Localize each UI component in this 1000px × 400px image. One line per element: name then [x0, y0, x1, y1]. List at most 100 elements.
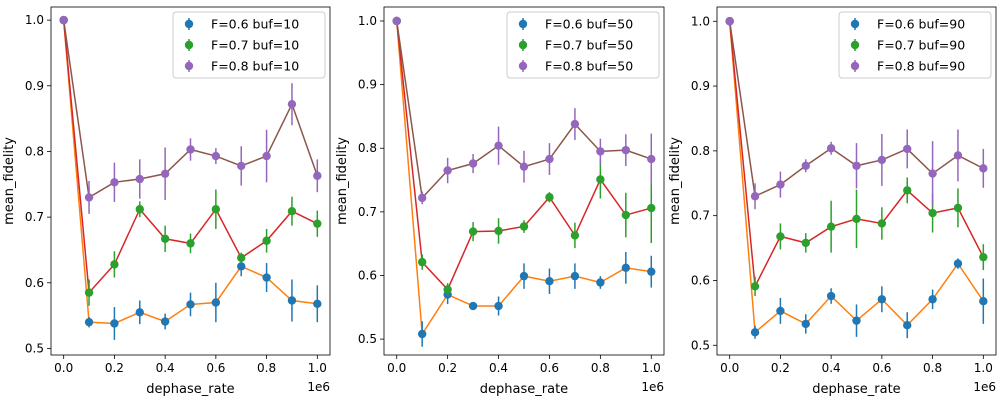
x-tick-label: 0.4: [156, 361, 175, 375]
data-point: [903, 186, 912, 195]
data-point: [953, 203, 963, 213]
data-point: [84, 317, 94, 327]
x-tick-label: 0.0: [387, 361, 406, 375]
series-1-points: [59, 15, 322, 340]
data-point: [801, 238, 810, 248]
data-point: [647, 154, 656, 164]
x-tick-label: 0.6: [206, 361, 225, 375]
legend-marker: [518, 40, 528, 50]
plot-1: 0.0 0.2 0.4 0.6 0.8 1.0 0.5 0.6 0.7 0.8 0.9 1.0 deph…: [2, 6, 331, 397]
data-point: [494, 301, 503, 311]
data-point: [160, 234, 170, 243]
legend-label: F=0.7 buf=90: [877, 38, 965, 53]
x-tick-label: 0.8: [923, 361, 942, 375]
y-tick-label: 0.8: [691, 144, 710, 158]
data-point: [262, 151, 271, 161]
x-tick-label: 0.2: [771, 361, 790, 375]
series-2-points: [725, 17, 988, 297]
y-tick-label: 0.5: [25, 341, 44, 355]
y-tick-label: 0.6: [358, 268, 377, 282]
data-point: [647, 203, 656, 213]
series-1-points: [725, 17, 988, 339]
legend-label: F=0.6 buf=10: [211, 17, 299, 32]
axes-frame: [383, 6, 665, 356]
data-point: [84, 288, 94, 297]
data-point: [287, 99, 297, 109]
legend: F=0.6 buf=50 F=0.7 buf=50 F=0.8 buf=50: [506, 11, 660, 79]
x-axis-label: dephase_rate: [146, 382, 234, 397]
data-point: [776, 306, 785, 316]
data-point: [468, 227, 478, 236]
data-point: [494, 141, 503, 150]
y-tick-label: 0.6: [25, 276, 44, 290]
data-point: [313, 219, 322, 228]
data-point: [953, 259, 963, 268]
data-point: [186, 300, 195, 309]
data-point: [494, 226, 503, 236]
data-point: [545, 154, 554, 164]
data-point: [852, 316, 861, 325]
y-tick-label: 0.9: [25, 79, 44, 93]
data-point: [135, 205, 144, 214]
data-point: [186, 145, 195, 154]
series-3-points: [725, 17, 988, 210]
data-point: [826, 222, 836, 231]
y-tick-label: 0.9: [691, 79, 710, 93]
data-point: [725, 17, 734, 26]
data-point: [750, 192, 760, 201]
legend-marker: [184, 61, 194, 71]
data-point: [928, 169, 937, 178]
y-axis-label: mean_fidelity: [335, 137, 350, 225]
data-point: [237, 253, 246, 263]
y-tick-label: 1.0: [358, 14, 377, 28]
data-point: [979, 297, 988, 306]
data-point: [59, 15, 68, 25]
data-point: [110, 178, 119, 187]
y-tick-label: 0.7: [358, 205, 377, 219]
data-point: [852, 161, 861, 170]
y-axis-label: mean_fidelity: [2, 137, 17, 225]
y-axis-label: mean_fidelity: [668, 137, 683, 225]
data-point: [417, 329, 427, 339]
legend-frame: [506, 11, 660, 79]
x-tick-label: 1.0: [974, 361, 993, 375]
x-tick-label: 0.2: [438, 361, 457, 375]
x-tick-label: 1.0: [642, 361, 661, 375]
data-point: [953, 151, 963, 160]
data-point: [979, 164, 988, 173]
data-point: [647, 267, 656, 276]
data-point: [237, 262, 246, 271]
data-point: [570, 271, 580, 281]
x-tick-label: 0.0: [54, 361, 73, 375]
data-point: [287, 207, 297, 216]
legend-marker: [850, 40, 860, 50]
legend-label: F=0.7 buf=50: [545, 38, 633, 53]
legend: F=0.6 buf=10 F=0.7 buf=10 F=0.8 buf=10: [172, 11, 326, 79]
legend-label: F=0.8 buf=10: [211, 59, 299, 74]
legend-label: F=0.8 buf=50: [545, 59, 633, 74]
axes-frame: [716, 6, 997, 356]
data-point: [211, 298, 221, 307]
legend-marker: [518, 61, 528, 71]
data-point: [135, 308, 144, 317]
data-point: [519, 162, 529, 171]
legend-frame: [838, 11, 992, 79]
data-point: [313, 171, 322, 180]
data-point: [621, 263, 631, 273]
data-point: [211, 151, 221, 161]
data-point: [211, 205, 221, 214]
data-point: [776, 232, 785, 241]
data-point: [84, 193, 94, 202]
x-axis-label: dephase_rate: [812, 382, 900, 397]
data-point: [750, 282, 760, 291]
data-point: [801, 319, 810, 329]
x-offset-label: 1e6: [307, 380, 330, 394]
data-point: [468, 301, 478, 311]
x-tick-label: 1.0: [308, 361, 327, 375]
data-point: [313, 299, 322, 308]
data-point: [443, 166, 452, 175]
data-point: [443, 285, 452, 294]
series-3-points: [59, 15, 322, 214]
data-point: [928, 295, 937, 304]
y-tick-label: 0.6: [691, 273, 710, 287]
